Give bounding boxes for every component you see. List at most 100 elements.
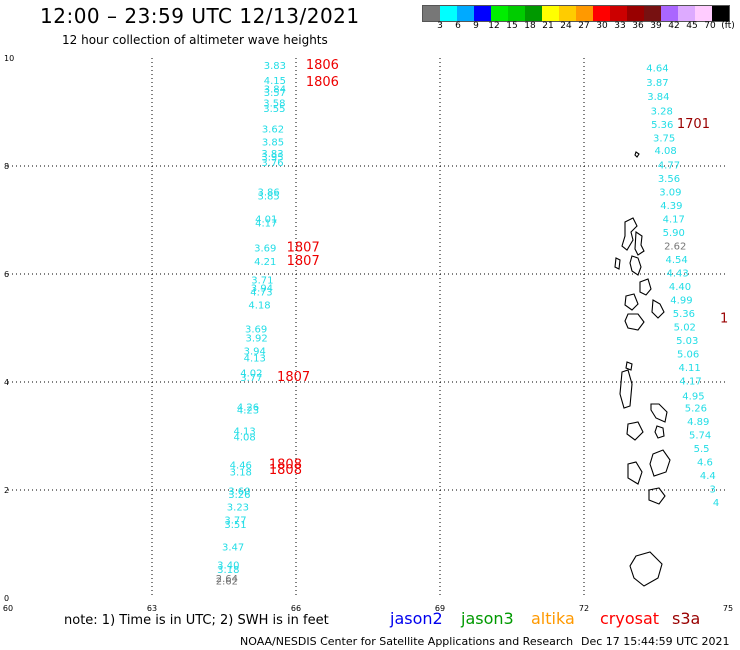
swh-value-label: 4.15 [264,76,286,87]
swh-value-label: 4.11 [678,363,700,374]
swh-value-label: 4.21 [254,257,276,268]
swh-value-label: 3.77 [240,373,262,384]
swh-value-label: 3.18 [217,565,239,576]
island-outline [626,421,644,441]
lon-tick-label: 72 [579,604,589,613]
swh-value-label: 4.39 [660,201,682,212]
swh-value-label: 4.4 [700,471,716,482]
swh-value-label: 3.76 [261,158,283,169]
swh-value-label: 3.57 [264,88,286,99]
swh-value-label: 4.08 [234,432,256,443]
island-outline [634,151,640,158]
colorbar-label: (ft) [721,21,735,31]
colorbar-swatch [610,6,627,21]
swh-value-label: 3.83 [261,149,283,160]
lon-tick-label: 60 [3,604,13,613]
colorbar-swatch [525,6,542,21]
colorbar-label: 39 [650,21,662,31]
colorbar-swatch [508,6,525,21]
swh-value-label: 3.51 [224,520,246,531]
swh-value-label: 3.84 [647,92,669,103]
colorbar-label: 42 [668,21,680,31]
swh-value-label: 4.18 [248,301,270,312]
island-outline [614,257,621,270]
map-grid [8,58,728,598]
island-outline [621,217,638,251]
swh-value-label: 4.40 [669,282,691,293]
satellite-legend-cryosat: cryosat [600,609,660,628]
swh-value-label: 3.92 [246,334,268,345]
lat-tick-label: 6 [4,270,9,279]
island-outline [624,313,645,331]
colorbar-label: 27 [578,21,590,31]
maldives-islands [614,151,671,587]
swh-value-label: 3.86 [258,188,280,199]
swh-value-label: 4.73 [250,288,272,299]
swh-value-label: 3.94 [244,346,266,357]
swh-value-label: 4.17 [663,215,685,226]
swh-value-label: 4.43 [666,269,688,280]
swh-value-label: 3.94 [251,283,273,294]
swh-value-label: 5.02 [674,323,696,334]
colorbar-label: 45 [686,21,698,31]
colorbar-swatch [542,6,559,21]
colorbar-swatch [559,6,576,21]
swh-value-label: 4.26 [237,403,259,414]
lon-tick-label: 75 [723,604,733,613]
island-outline [619,369,633,409]
swh-value-label: 3.28 [651,107,673,118]
footer-note: note: 1) Time is in UTC; 2) SWH is in fe… [64,613,329,628]
wave-height-colorbar [422,5,730,22]
swh-value-label: 3.56 [658,174,680,185]
track-swh-west: 3.834.153.843.573.583.553.623.853.833.95… [216,58,339,588]
colorbar-swatch [627,6,644,21]
map-subtitle: 12 hour collection of altimeter wave hei… [62,33,328,47]
swh-value-label: 3.95 [261,153,283,164]
swh-value-label: 3.58 [263,99,285,110]
axis-tick-labels: 60 63 66 69 72 75 10 8 6 4 2 0 [3,54,733,613]
pass-time-label: 1807 [287,254,320,269]
swh-value-label: 3.26 [228,490,250,501]
swh-value-label: 4.23 [237,405,259,416]
satellite-legend-jason2: jason2 [390,609,443,628]
swh-value-label: 4.89 [687,417,709,428]
island-outline [651,299,665,319]
swh-value-label: 4.77 [658,161,680,172]
swh-value-label: 3 [709,485,715,496]
swh-value-label: 2.62 [664,242,686,253]
island-outline [629,551,663,587]
swh-value-label: 3.40 [217,560,239,571]
swh-value-label: 4.01 [255,215,277,226]
swh-value-label: 4.6 [697,458,713,469]
pass-time-label: 1807 [287,240,320,255]
swh-value-label: 4.17 [255,218,277,229]
pass-time-label: 1 [720,312,728,327]
colorbar-swatch [457,6,474,21]
swh-value-label: 5.90 [663,228,685,239]
swh-value-label: 5.03 [676,336,698,347]
island-outline [648,487,666,505]
swh-value-label: 5.26 [685,404,707,415]
swh-value-label: 3.47 [222,542,244,553]
colorbar-label: 36 [632,21,644,31]
colorbar-swatch [491,6,508,21]
generation-timestamp: Dec 17 15:44:59 UTC 2021 [581,635,730,648]
swh-value-label: 3.09 [659,188,681,199]
lon-tick-label: 66 [291,604,301,613]
island-outline [625,361,633,371]
colorbar-label: 6 [455,21,461,31]
swh-value-label: 4.08 [654,146,676,157]
swh-value-label: 5.5 [694,444,710,455]
swh-value-label: 3.71 [251,276,273,287]
lat-tick-label: 0 [4,594,9,603]
colorbar-swatch [593,6,610,21]
lat-tick-label: 8 [4,162,9,171]
colorbar-label: 30 [596,21,608,31]
pass-time-label: 1808 [269,457,302,472]
island-outline [650,403,668,423]
island-outline [624,293,639,311]
lat-tick-label: 4 [4,378,9,387]
island-outline [629,255,642,276]
colorbar-swatch [661,6,678,21]
